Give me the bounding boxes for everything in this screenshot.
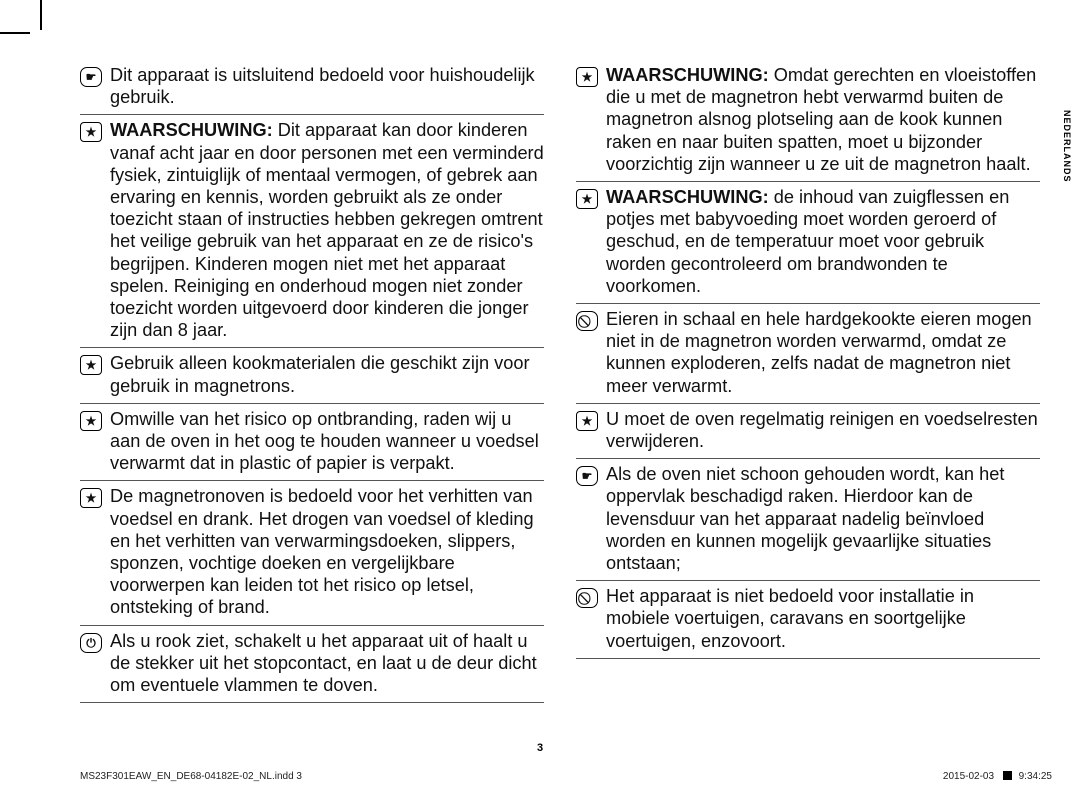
warning-item: ★ WAARSCHUWING: Omdat gerechten en vloeis… <box>576 60 1040 182</box>
footer-filename: MS23F301EAW_EN_DE68-04182E-02_NL.indd 3 <box>80 771 302 782</box>
star-icon: ★ <box>576 67 598 87</box>
warning-item: ★ Omwille van het risico op ontbranding, … <box>80 404 544 482</box>
item-text: WAARSCHUWING: Dit apparaat kan door kind… <box>110 119 544 341</box>
item-text: Omwille van het risico op ontbranding, r… <box>110 408 544 475</box>
page-number: 3 <box>537 742 543 754</box>
warning-item: ☛ Dit apparaat is uitsluitend bedoeld voo… <box>80 60 544 115</box>
warning-item: ⏻ Als u rook ziet, schakelt u het apparaa… <box>80 626 544 704</box>
star-icon: ★ <box>576 189 598 209</box>
warning-item: ★ WAARSCHUWING: de inhoud van zuigflessen… <box>576 182 1040 304</box>
item-text: Als u rook ziet, schakelt u het apparaat… <box>110 630 544 697</box>
star-icon: ★ <box>80 355 102 375</box>
item-text: U moet de oven regelmatig reinigen en vo… <box>606 408 1040 452</box>
item-text: Eieren in schaal en hele hardgekookte ei… <box>606 308 1040 397</box>
item-text: De magnetronoven is bedoeld voor het ver… <box>110 485 544 618</box>
footer-separator-icon <box>1003 771 1012 780</box>
footer-time: 9:34:25 <box>1019 771 1052 782</box>
arrow-icon: ☛ <box>576 466 598 486</box>
plug-icon: ⏻ <box>80 633 102 653</box>
crop-mark-vertical <box>40 0 42 30</box>
item-text: Dit apparaat is uitsluitend bedoeld voor… <box>110 64 544 108</box>
warning-item: ⃠ Het apparaat is niet bedoeld voor insta… <box>576 581 1040 659</box>
warning-item: ★ U moet de oven regelmatig reinigen en v… <box>576 404 1040 459</box>
prohibit-icon: ⃠ <box>576 588 598 608</box>
item-text: Het apparaat is niet bedoeld voor instal… <box>606 585 1040 652</box>
crop-mark-horizontal <box>0 32 30 34</box>
star-icon: ★ <box>576 411 598 431</box>
page-body: ☛ Dit apparaat is uitsluitend bedoeld voo… <box>80 60 1040 740</box>
warning-item: ★ WAARSCHUWING: Dit apparaat kan door kin… <box>80 115 544 348</box>
prohibit-icon: ⃠ <box>576 311 598 331</box>
star-icon: ★ <box>80 488 102 508</box>
item-text: WAARSCHUWING: de inhoud van zuigflessen … <box>606 186 1040 297</box>
warning-item: ☛ Als de oven niet schoon gehouden wordt,… <box>576 459 1040 581</box>
item-text: Gebruik alleen kookmaterialen die geschi… <box>110 352 544 396</box>
warning-item: ⃠ Eieren in schaal en hele hardgekookte e… <box>576 304 1040 404</box>
item-text: WAARSCHUWING: Omdat gerechten en vloeist… <box>606 64 1040 175</box>
footer-date: 2015-02-03 <box>943 771 994 782</box>
warning-item: ★ Gebruik alleen kookmaterialen die gesch… <box>80 348 544 403</box>
warning-item: ★ De magnetronoven is bedoeld voor het ve… <box>80 481 544 625</box>
content-columns: ☛ Dit apparaat is uitsluitend bedoeld voo… <box>80 60 1040 703</box>
star-icon: ★ <box>80 122 102 142</box>
arrow-icon: ☛ <box>80 67 102 87</box>
star-icon: ★ <box>80 411 102 431</box>
footer-timestamp: 2015-02-03 9:34:25 <box>943 771 1052 782</box>
language-tab: NEDERLANDS <box>1062 110 1072 183</box>
item-text: Als de oven niet schoon gehouden wordt, … <box>606 463 1040 574</box>
